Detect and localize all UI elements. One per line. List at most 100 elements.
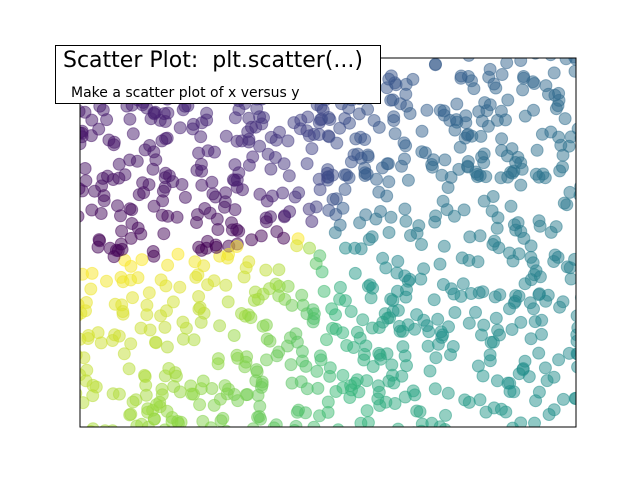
scatter-point	[439, 408, 452, 422]
scatter-point	[277, 157, 291, 171]
scatter-point	[124, 407, 138, 421]
scatter-point	[396, 324, 410, 338]
scatter-point	[462, 253, 476, 267]
scatter-point	[562, 139, 576, 153]
scatter-point	[267, 421, 281, 427]
scatter-point	[489, 311, 503, 325]
scatter-point	[92, 122, 106, 136]
scatter-point	[218, 200, 231, 214]
scatter-point	[556, 392, 570, 406]
scatter-point	[228, 111, 242, 125]
scatter-point	[227, 329, 241, 342]
scatter-point	[476, 369, 490, 383]
scatter-point	[557, 196, 571, 210]
scatter-point	[211, 357, 225, 371]
scatter-point	[173, 385, 187, 399]
scatter-point	[303, 241, 316, 255]
scatter-point	[530, 143, 544, 157]
scatter-point	[100, 113, 114, 127]
scatter-point	[122, 362, 136, 376]
scatter-point	[310, 364, 324, 378]
scatter-point	[226, 173, 240, 187]
scatter-point	[171, 247, 185, 261]
scatter-point	[281, 134, 295, 148]
scatter-point	[517, 70, 531, 83]
scatter-point	[245, 233, 259, 247]
scatter-point	[493, 328, 506, 342]
scatter-point	[222, 247, 235, 261]
scatter-point	[570, 309, 576, 323]
scatter-point	[548, 248, 562, 262]
scatter-point	[563, 261, 576, 275]
scatter-point	[155, 208, 169, 222]
scatter-point	[499, 405, 513, 419]
scatter-point	[157, 227, 171, 241]
scatter-point	[307, 420, 321, 427]
scatter-point	[142, 286, 156, 300]
scatter-point	[571, 321, 576, 334]
scatter-point	[336, 368, 350, 382]
scatter-point	[475, 150, 489, 164]
scatter-point	[228, 158, 242, 172]
scatter-point	[245, 120, 258, 134]
scatter-point	[518, 277, 532, 291]
scatter-point	[116, 305, 130, 318]
scatter-point	[338, 112, 352, 125]
scatter-point	[80, 332, 87, 346]
scatter-point	[264, 162, 278, 176]
scatter-point	[150, 398, 163, 412]
scatter-point	[470, 170, 484, 184]
scatter-point	[256, 319, 270, 333]
scatter-point	[401, 173, 415, 187]
scatter-point	[236, 183, 249, 197]
scatter-point	[387, 376, 401, 390]
chart-title: Scatter Plot: plt.scatter(...)	[63, 48, 363, 73]
scatter-point	[159, 132, 173, 146]
scatter-point	[527, 77, 541, 90]
scatter-point	[545, 58, 557, 62]
scatter-point	[420, 103, 434, 117]
scatter-point	[474, 129, 488, 143]
scatter-point	[437, 239, 451, 253]
scatter-point	[302, 129, 316, 143]
scatter-point	[357, 353, 371, 367]
scatter-point	[332, 423, 345, 427]
scatter-point	[344, 155, 358, 169]
scatter-point	[250, 363, 263, 377]
scatter-point	[453, 140, 467, 154]
scatter-point	[564, 272, 576, 286]
scatter-point	[253, 110, 267, 124]
scatter-point	[292, 186, 306, 200]
scatter-point	[444, 348, 457, 362]
scatter-point	[433, 257, 447, 271]
scatter-point	[228, 203, 242, 217]
scatter-point	[86, 378, 100, 392]
scatter-point	[112, 171, 126, 185]
scatter-point	[107, 135, 121, 149]
scatter-point	[194, 315, 208, 329]
scatter-point	[374, 205, 387, 218]
scatter-point	[463, 230, 477, 244]
scatter-point	[230, 134, 244, 148]
scatter-point	[398, 202, 412, 216]
scatter-point	[317, 284, 331, 298]
scatter-point	[194, 130, 208, 144]
scatter-point	[242, 255, 256, 269]
scatter-point	[313, 349, 327, 363]
scatter-point	[514, 315, 528, 329]
scatter-point	[209, 238, 223, 252]
scatter-point	[290, 239, 304, 253]
scatter-point	[553, 164, 567, 178]
scatter-point	[542, 408, 556, 421]
scatter-point	[97, 194, 111, 208]
scatter-point	[161, 258, 175, 272]
scatter-point	[166, 295, 180, 309]
scatter-point	[192, 290, 206, 303]
scatter-point	[320, 333, 333, 347]
scatter-point	[380, 189, 394, 203]
scatter-point	[504, 199, 518, 213]
scatter-point	[80, 130, 89, 144]
scatter-point	[423, 364, 437, 378]
scatter-point	[282, 169, 296, 183]
scatter-point	[321, 395, 335, 409]
